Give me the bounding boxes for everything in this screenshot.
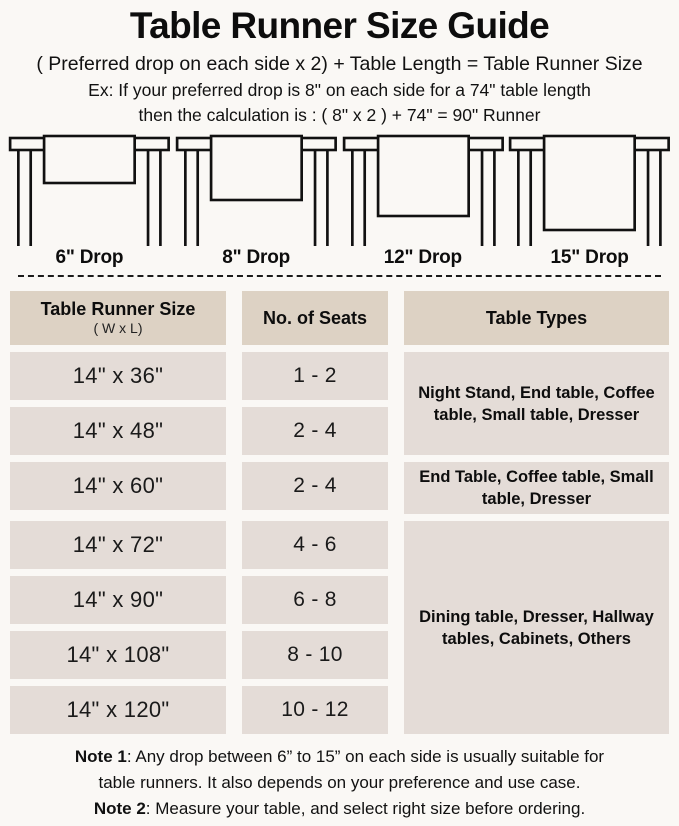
seats-value-4: 6 - 8: [293, 588, 337, 611]
table-row: 14" x 90": [10, 576, 226, 624]
table-header-title-1: No. of Seats: [262, 307, 368, 328]
table-row: 14" x 36": [10, 352, 226, 400]
seats-value-3: 4 - 6: [293, 533, 337, 556]
table-diagram-6-inch: [6, 134, 173, 246]
seats-value-6: 10 - 12: [281, 698, 349, 721]
table-header-title-2: Table Types: [485, 307, 588, 328]
note-2-line: Note 2: Measure your table, and select r…: [6, 796, 673, 822]
runner-size-value-5: 14" x 108": [66, 642, 170, 667]
runner-size-value-2: 14" x 60": [72, 473, 164, 498]
drop-label-12-inch: 12" Drop: [383, 247, 462, 268]
note-1-line-1: Note 1: Any drop between 6” to 15” on ea…: [6, 744, 673, 770]
formula-line: ( Preferred drop on each side x 2) + Tab…: [36, 53, 643, 75]
seats-cell-0: 1 - 2: [242, 352, 388, 400]
seats-value-0: 1 - 2: [293, 364, 337, 387]
table-header-cell-2: Table Types: [404, 291, 669, 345]
seats-cell-6: 10 - 12: [242, 686, 388, 734]
header: Table Runner Size Guide ( Preferred drop…: [0, 0, 679, 128]
table-diagram-8-inch: [173, 134, 340, 246]
table-header-cell-1: No. of Seats: [242, 291, 388, 345]
runner-size-value-3: 14" x 72": [72, 532, 164, 557]
dashed-divider: [18, 275, 661, 277]
seats-cell-3: 4 - 6: [242, 521, 388, 569]
seats-cell-2: 2 - 4: [242, 462, 388, 510]
example-line-1: Ex: If your preferred drop is 8" on each…: [88, 80, 591, 100]
note-1-label: Note 1: [74, 747, 127, 766]
drop-diagrams-section: 6" Drop 8" Drop 12" Drop 15" Drop: [0, 134, 679, 282]
seats-cell-1: 2 - 4: [242, 407, 388, 455]
note-1-line-2: table runners. It also depends on your p…: [98, 773, 581, 792]
table-types-value-0: Night Stand, End table, Coffee table, Sm…: [418, 383, 655, 424]
runner-size-value-0: 14" x 36": [72, 363, 164, 388]
table-header-subtitle-0: ( W x L): [93, 320, 143, 336]
table-row: 14" x 72": [10, 521, 226, 569]
seats-value-2: 2 - 4: [293, 474, 337, 497]
note-2-text: : Measure your table, and select right s…: [145, 799, 586, 818]
drop-label-8-inch: 8" Drop: [222, 247, 291, 268]
drop-label-row: 6" Drop 8" Drop 12" Drop 15" Drop: [0, 247, 679, 269]
size-table-grid: Table Runner Size( W x L) No. of Seats Tab…: [10, 291, 669, 734]
table-row: 14" x 108": [10, 631, 226, 679]
table-header-title-0: Table Runner Size: [40, 299, 196, 319]
notes-section: Note 1: Any drop between 6” to 15” on ea…: [0, 744, 679, 822]
runner-size-value-4: 14" x 90": [72, 587, 164, 612]
table-types-value-1: End Table, Coffee table, Small table, Dr…: [419, 468, 654, 508]
table-header-cell-0: Table Runner Size( W x L): [10, 291, 226, 345]
drop-label-6-inch: 6" Drop: [55, 247, 124, 268]
runner-size-value-6: 14" x 120": [66, 697, 170, 722]
seats-cell-4: 6 - 8: [242, 576, 388, 624]
seats-cell-5: 8 - 10: [242, 631, 388, 679]
note-1-text-1: : Any drop between 6” to 15” on each sid…: [126, 747, 605, 766]
diagram-row: [0, 134, 679, 246]
table-row: 14" x 60": [10, 462, 226, 510]
table-types-cell-2: Dining table, Dresser, Hallway tables, C…: [404, 521, 669, 734]
table-diagram-15-inch: [506, 134, 673, 246]
size-table-section: Table Runner Size( W x L) No. of Seats Tab…: [0, 291, 679, 734]
table-types-value-2: Dining table, Dresser, Hallway tables, C…: [419, 607, 654, 648]
table-diagram-12-inch: [340, 134, 507, 246]
table-types-cell-0: Night Stand, End table, Coffee table, Sm…: [404, 352, 669, 455]
table-types-cell-1: End Table, Coffee table, Small table, Dr…: [404, 462, 669, 514]
example-line-2: then the calculation is : ( 8" x 2 ) + 7…: [138, 105, 541, 125]
note-2-label: Note 2: [93, 799, 146, 818]
drop-label-15-inch: 15" Drop: [550, 247, 629, 268]
table-row: 14" x 120": [10, 686, 226, 734]
seats-value-1: 2 - 4: [293, 419, 337, 442]
table-row: 14" x 48": [10, 407, 226, 455]
runner-size-value-1: 14" x 48": [72, 418, 164, 443]
page-title: Table Runner Size Guide: [129, 5, 550, 46]
seats-value-5: 8 - 10: [287, 643, 343, 666]
